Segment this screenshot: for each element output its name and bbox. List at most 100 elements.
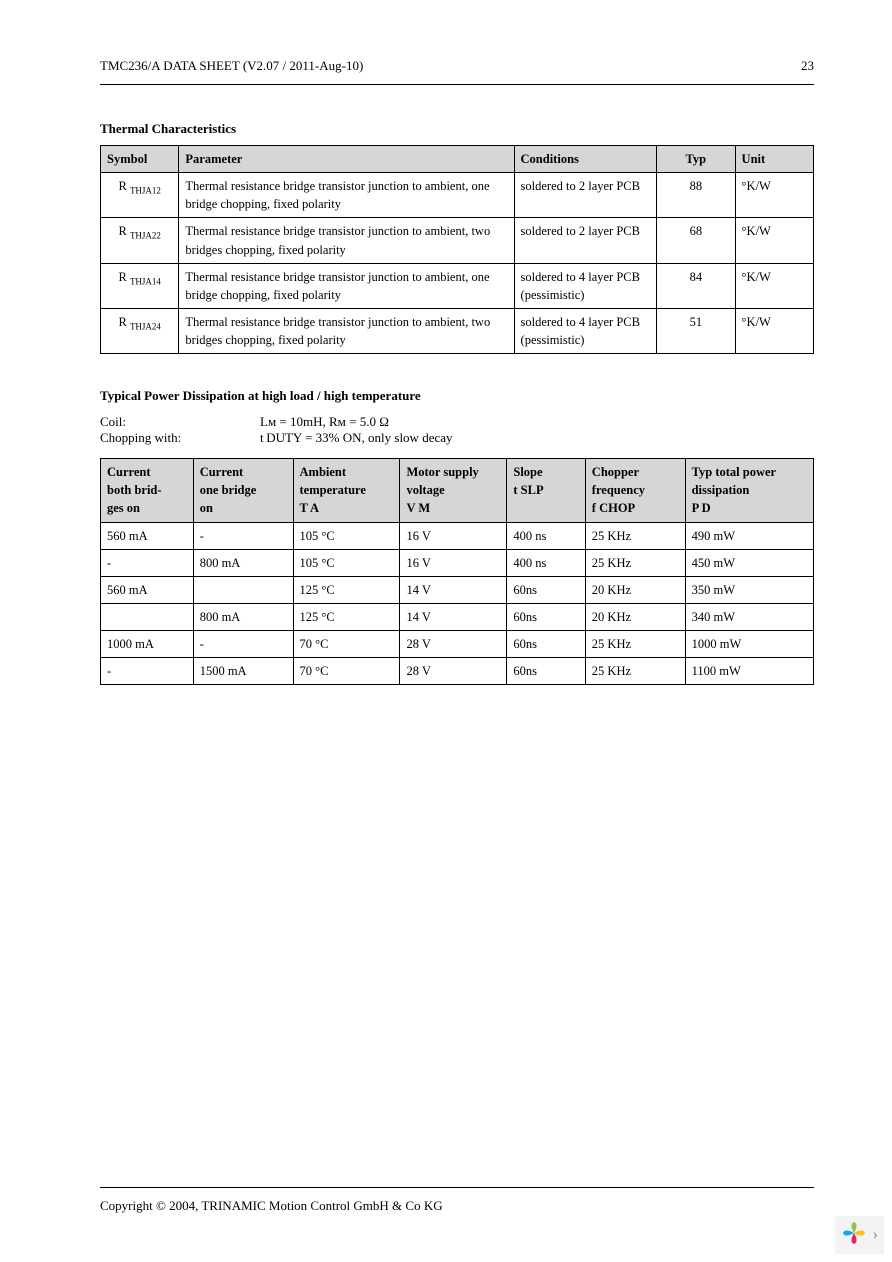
power-dissipation-table: Currentboth brid-ges onCurrentone bridge… [100,458,814,685]
cell: 125 °C [293,603,400,630]
cell: 400 ns [507,549,585,576]
cell: 105 °C [293,522,400,549]
cell: 560 mA [101,576,194,603]
cell-parameter: Thermal resistance bridge transistor jun… [179,308,514,353]
header-left: TMC236/A DATA SHEET (V2.07 / 2011-Aug-10… [100,58,363,74]
cell-symbol: R THJA14 [101,263,179,308]
parameter-lines: Coil: Lᴍ = 10mH, Rᴍ = 5.0 Ω Chopping wit… [100,414,814,446]
cell: 340 mW [685,603,813,630]
cell-symbol: R THJA22 [101,218,179,263]
cell-conditions: soldered to 2 layer PCB [514,218,657,263]
cell: 60ns [507,658,585,685]
cell: 25 KHz [585,658,685,685]
cell: 70 °C [293,631,400,658]
cell-unit: °K/W [735,308,813,353]
page-header: TMC236/A DATA SHEET (V2.07 / 2011-Aug-10… [100,58,814,84]
cell: - [101,549,194,576]
cell: - [193,631,293,658]
cell: 1000 mW [685,631,813,658]
thermal-characteristics-table: Symbol Parameter Conditions Typ Unit R T… [100,145,814,354]
param-label: Coil: [100,414,260,430]
cell-symbol: R THJA24 [101,308,179,353]
cell: 1100 mW [685,658,813,685]
cell: 28 V [400,658,507,685]
cell-symbol: R THJA12 [101,173,179,218]
cell: 450 mW [685,549,813,576]
col-header: Currentboth brid-ges on [101,459,194,522]
table-row: R THJA12Thermal resistance bridge transi… [101,173,814,218]
col-header: Typ total powerdissipationP D [685,459,813,522]
cell: - [193,522,293,549]
cell: 25 KHz [585,522,685,549]
col-typ: Typ [657,146,735,173]
col-unit: Unit [735,146,813,173]
col-header: Motor supplyvoltageV M [400,459,507,522]
cell: 350 mW [685,576,813,603]
cell-typ: 51 [657,308,735,353]
col-symbol: Symbol [101,146,179,173]
cell: 60ns [507,631,585,658]
table-row: R THJA24Thermal resistance bridge transi… [101,308,814,353]
page-number: 23 [801,58,814,74]
cell: 16 V [400,522,507,549]
table-row: -800 mA105 °C16 V400 ns25 KHz450 mW [101,549,814,576]
col-header: AmbienttemperatureT A [293,459,400,522]
table-row: R THJA14Thermal resistance bridge transi… [101,263,814,308]
cell: 800 mA [193,603,293,630]
section-title-power: Typical Power Dissipation at high load /… [100,388,814,404]
cell-typ: 68 [657,218,735,263]
page-footer: Copyright © 2004, TRINAMIC Motion Contro… [100,1187,814,1214]
cell: 14 V [400,603,507,630]
cell: 14 V [400,576,507,603]
cell-parameter: Thermal resistance bridge transistor jun… [179,263,514,308]
cell-conditions: soldered to 4 layer PCB (pessimistic) [514,308,657,353]
cell: - [101,658,194,685]
cell: 25 KHz [585,549,685,576]
cell: 400 ns [507,522,585,549]
table-row: 800 mA125 °C14 V60ns20 KHz340 mW [101,603,814,630]
param-value: t DUTY = 33% ON, only slow decay [260,430,453,446]
header-rule [100,84,814,85]
cell [101,603,194,630]
table-row: 560 mA125 °C14 V60ns20 KHz350 mW [101,576,814,603]
cell: 25 KHz [585,631,685,658]
table-row: R THJA22Thermal resistance bridge transi… [101,218,814,263]
cell: 28 V [400,631,507,658]
cell-typ: 84 [657,263,735,308]
col-parameter: Parameter [179,146,514,173]
cell: 60ns [507,576,585,603]
col-conditions: Conditions [514,146,657,173]
cell-unit: °K/W [735,173,813,218]
cell: 560 mA [101,522,194,549]
watermark: › [835,1216,884,1254]
cell: 1000 mA [101,631,194,658]
table-row: -1500 mA70 °C28 V60ns25 KHz1100 mW [101,658,814,685]
col-header: Chopperfrequencyf CHOP [585,459,685,522]
cell-parameter: Thermal resistance bridge transistor jun… [179,173,514,218]
cell-conditions: soldered to 2 layer PCB [514,173,657,218]
table-row: 560 mA-105 °C16 V400 ns25 KHz490 mW [101,522,814,549]
cell-conditions: soldered to 4 layer PCB (pessimistic) [514,263,657,308]
cell-parameter: Thermal resistance bridge transistor jun… [179,218,514,263]
cell: 105 °C [293,549,400,576]
cell: 20 KHz [585,603,685,630]
param-value: Lᴍ = 10mH, Rᴍ = 5.0 Ω [260,414,389,430]
cell: 490 mW [685,522,813,549]
logo-icon [841,1220,867,1250]
cell-unit: °K/W [735,263,813,308]
table-header-row: Symbol Parameter Conditions Typ Unit [101,146,814,173]
col-header: Currentone bridgeon [193,459,293,522]
cell: 60ns [507,603,585,630]
cell: 1500 mA [193,658,293,685]
cell: 125 °C [293,576,400,603]
col-header: Slopet SLP [507,459,585,522]
chevron-right-icon: › [873,1226,878,1244]
section-title-thermal: Thermal Characteristics [100,121,814,137]
table-row: 1000 mA-70 °C28 V60ns25 KHz1000 mW [101,631,814,658]
cell-unit: °K/W [735,218,813,263]
cell: 800 mA [193,549,293,576]
table-header-row: Currentboth brid-ges onCurrentone bridge… [101,459,814,522]
param-label: Chopping with: [100,430,260,446]
cell: 16 V [400,549,507,576]
cell-typ: 88 [657,173,735,218]
